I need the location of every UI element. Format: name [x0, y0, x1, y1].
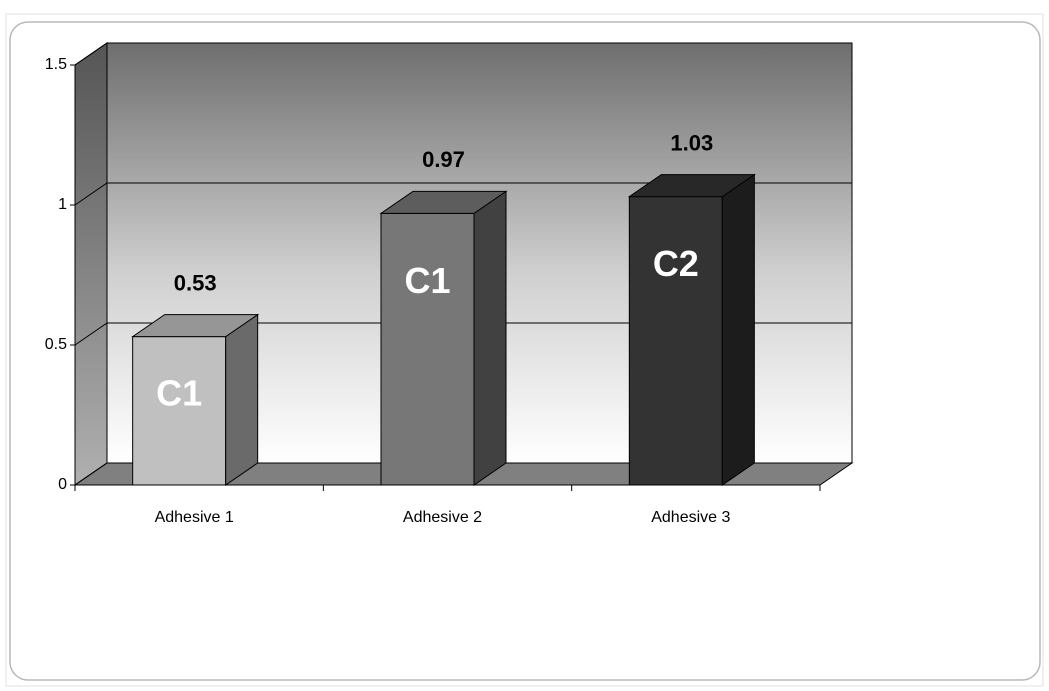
value-label: 0.97: [422, 147, 465, 172]
grid-line: [74, 42, 852, 66]
value-label: 0.53: [174, 270, 217, 295]
bar-top: [379, 190, 508, 214]
bar-label: C1: [156, 372, 202, 413]
grid-line: [74, 462, 852, 486]
bar-front: [628, 196, 723, 486]
side-wall: [74, 42, 108, 486]
bar-top: [627, 174, 756, 198]
bar: [131, 313, 260, 486]
frame-outline: [5, 13, 1044, 687]
y-tick-label: 0: [58, 476, 67, 493]
bar-side: [473, 190, 507, 486]
bar-label: C2: [653, 243, 699, 284]
bar: [627, 173, 756, 486]
bar: [379, 190, 508, 486]
x-tick-label: Adhesive 1: [155, 509, 234, 526]
value-label: 1.03: [670, 130, 713, 155]
y-tick-label: 0.5: [45, 336, 67, 353]
x-tick-label: Adhesive 3: [651, 509, 730, 526]
bar-label: C1: [404, 260, 450, 301]
bar-side: [721, 173, 755, 486]
grid-line: [74, 182, 852, 206]
y-tick-label: 1.5: [45, 56, 67, 73]
bar-front: [380, 212, 475, 486]
x-tick-label: Adhesive 2: [403, 509, 482, 526]
bar-side: [225, 313, 259, 486]
grid-line: [74, 322, 852, 346]
y-tick-label: 1: [58, 196, 67, 213]
bar-top: [131, 314, 260, 338]
